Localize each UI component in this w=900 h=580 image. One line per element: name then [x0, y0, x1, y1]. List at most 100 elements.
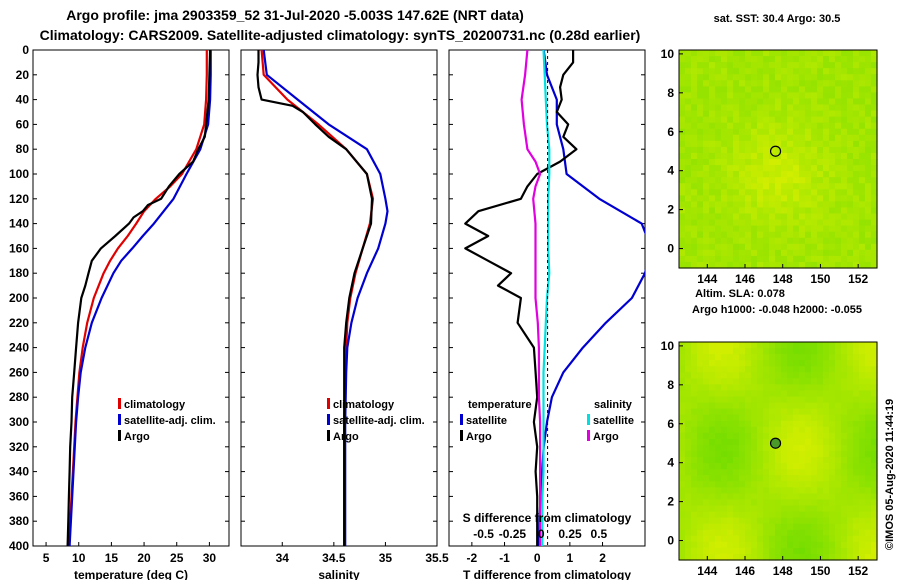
map-cell — [835, 104, 842, 112]
map-cell — [739, 50, 746, 57]
map-cell — [835, 62, 842, 69]
map-cell — [763, 207, 770, 215]
map-cell — [769, 535, 776, 543]
map-cell — [727, 378, 734, 385]
map-cell — [871, 535, 878, 543]
map-cell — [865, 402, 872, 410]
map-cell — [691, 201, 698, 209]
map-cell — [697, 219, 704, 227]
map-cell — [757, 420, 764, 428]
map-cell — [763, 420, 770, 428]
map-cell — [793, 261, 800, 269]
map-cell — [697, 360, 704, 367]
map-cell — [679, 553, 686, 561]
map-cell — [757, 74, 764, 81]
map-cell — [859, 134, 866, 142]
map-cell — [733, 159, 740, 166]
map-cell — [829, 523, 836, 531]
map-cell — [733, 146, 740, 154]
map-cell — [811, 80, 818, 87]
map-cell — [799, 231, 806, 239]
map-cell — [697, 50, 704, 57]
map-cell — [751, 499, 758, 507]
map-cell — [721, 511, 728, 519]
map-cell — [757, 444, 764, 452]
map-cell — [841, 225, 848, 233]
map-cell — [763, 80, 770, 87]
map-cell — [721, 80, 728, 87]
map-cell — [715, 195, 722, 202]
map-cell — [787, 505, 794, 513]
map-cell — [835, 493, 842, 501]
map-cell — [757, 487, 764, 494]
map-cell — [871, 134, 878, 142]
map-cell — [829, 213, 836, 221]
map-cell — [787, 146, 794, 154]
map-cell — [685, 80, 692, 87]
map-cell — [847, 98, 854, 106]
map-cell — [739, 342, 746, 349]
map-cell — [817, 249, 824, 257]
map-cell — [847, 68, 854, 75]
map-cell — [823, 195, 830, 202]
map-cell — [775, 255, 782, 263]
map-cell — [733, 414, 740, 422]
map-cell — [769, 110, 776, 118]
map-cell — [793, 372, 800, 379]
map-cell — [691, 219, 698, 227]
map-cell — [739, 195, 746, 202]
map-cell — [733, 243, 740, 251]
map-cell — [829, 517, 836, 525]
map-cell — [703, 444, 710, 452]
map-cell — [841, 432, 848, 440]
series-salinity-argo — [520, 50, 542, 546]
map-cell — [865, 74, 872, 81]
map-cell — [835, 134, 842, 142]
map-cell — [697, 255, 704, 263]
map-cell — [757, 366, 764, 373]
map-cell — [781, 535, 788, 543]
map-cell — [781, 475, 788, 482]
map-cell — [745, 56, 752, 63]
map-cell — [745, 207, 752, 215]
map-cell — [709, 110, 716, 118]
map-cell — [697, 378, 704, 385]
map-cell — [727, 360, 734, 367]
map-cell — [697, 499, 704, 507]
map-cell — [745, 237, 752, 245]
legend-swatch-t-satellite — [460, 414, 463, 425]
map-cell — [871, 457, 878, 464]
map-cell — [745, 225, 752, 233]
map-cell — [691, 98, 698, 106]
map-cell — [739, 261, 746, 269]
map-cell — [715, 354, 722, 361]
map-cell — [871, 396, 878, 404]
map-cell — [829, 243, 836, 251]
depth-tick-label: 380 — [9, 514, 29, 528]
map-cell — [793, 171, 800, 178]
map-cell — [775, 213, 782, 221]
map-cell — [703, 50, 710, 57]
map-cell — [751, 378, 758, 385]
map-cell — [829, 547, 836, 555]
map-cell — [811, 378, 818, 385]
map-cell — [721, 74, 728, 81]
map-cell — [745, 402, 752, 410]
map-cell — [853, 547, 860, 555]
map-cell — [871, 249, 878, 257]
map-cell — [859, 457, 866, 464]
map-cell — [793, 505, 800, 513]
map-cell — [739, 74, 746, 81]
map-cell — [853, 171, 860, 178]
map-cell — [769, 378, 776, 385]
map-cell — [751, 553, 758, 561]
map-cell — [751, 68, 758, 75]
map-cell — [799, 201, 806, 209]
map-cell — [757, 517, 764, 525]
map-cell — [697, 384, 704, 392]
map-cell — [733, 505, 740, 513]
map-cell — [793, 80, 800, 87]
map-cell — [679, 134, 686, 142]
map-cell — [703, 98, 710, 106]
